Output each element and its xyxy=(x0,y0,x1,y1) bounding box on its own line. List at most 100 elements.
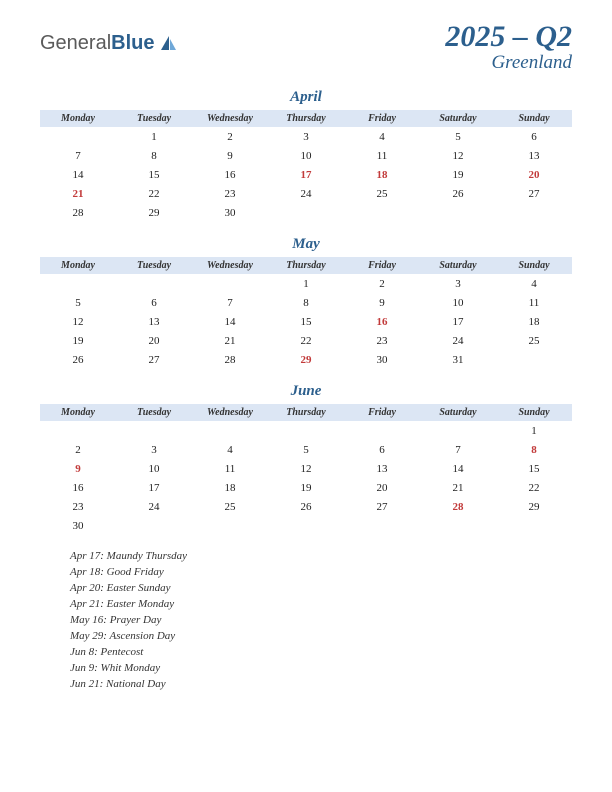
calendar-row: 12131415161718 xyxy=(40,312,572,331)
holiday-entry: Apr 20: Easter Sunday xyxy=(70,581,572,597)
calendar-cell: 14 xyxy=(420,459,496,478)
calendar-cell: 20 xyxy=(496,165,572,184)
calendar-cell: 23 xyxy=(40,497,116,516)
calendar-cell: 9 xyxy=(192,146,268,165)
holiday-entry: Apr 18: Good Friday xyxy=(70,565,572,581)
calendar-cell: 19 xyxy=(40,331,116,350)
logo-text-general: General xyxy=(40,32,111,54)
day-header: Monday xyxy=(40,110,116,127)
calendar-cell: 4 xyxy=(192,440,268,459)
calendar-row: 123456 xyxy=(40,127,572,146)
calendar-cell: 25 xyxy=(344,184,420,203)
day-header: Tuesday xyxy=(116,110,192,127)
calendar-row: 567891011 xyxy=(40,293,572,312)
calendar-cell: 11 xyxy=(344,146,420,165)
calendar-cell: 1 xyxy=(268,274,344,293)
calendar-cell: 3 xyxy=(420,274,496,293)
calendar-cell: 27 xyxy=(344,497,420,516)
calendar-row: 21222324252627 xyxy=(40,184,572,203)
calendar-table: MondayTuesdayWednesdayThursdayFridaySatu… xyxy=(40,404,572,535)
calendar-row: 282930 xyxy=(40,203,572,222)
calendar-cell xyxy=(40,421,116,440)
calendar-cell: 29 xyxy=(116,203,192,222)
calendar-cell: 2 xyxy=(344,274,420,293)
day-header: Friday xyxy=(344,404,420,421)
calendar-cell: 21 xyxy=(192,331,268,350)
calendar-cell: 13 xyxy=(116,312,192,331)
calendar-cell: 24 xyxy=(116,497,192,516)
calendar-cell: 18 xyxy=(192,478,268,497)
calendar-cell: 24 xyxy=(420,331,496,350)
calendar-cell: 24 xyxy=(268,184,344,203)
month-name: May xyxy=(40,236,572,253)
calendar-row: 9101112131415 xyxy=(40,459,572,478)
calendar-cell: 22 xyxy=(496,478,572,497)
day-header: Sunday xyxy=(496,110,572,127)
calendar-cell: 28 xyxy=(192,350,268,369)
calendar-cell xyxy=(420,203,496,222)
calendar-cell: 21 xyxy=(40,184,116,203)
holiday-entry: May 16: Prayer Day xyxy=(70,613,572,629)
calendar-cell: 16 xyxy=(192,165,268,184)
calendar-cell xyxy=(344,203,420,222)
calendar-cell: 27 xyxy=(116,350,192,369)
calendar-row: 23242526272829 xyxy=(40,497,572,516)
calendar-cell: 17 xyxy=(420,312,496,331)
month-block: JuneMondayTuesdayWednesdayThursdayFriday… xyxy=(40,383,572,535)
logo-sail-icon xyxy=(159,34,177,57)
calendar-cell: 6 xyxy=(344,440,420,459)
calendar-cell: 12 xyxy=(420,146,496,165)
calendar-cell xyxy=(116,421,192,440)
calendar-row: 19202122232425 xyxy=(40,331,572,350)
calendar-cell: 31 xyxy=(420,350,496,369)
calendar-cell: 6 xyxy=(496,127,572,146)
calendar-cell: 17 xyxy=(268,165,344,184)
calendar-cell: 12 xyxy=(40,312,116,331)
calendar-cell: 27 xyxy=(496,184,572,203)
calendar-cell: 6 xyxy=(116,293,192,312)
calendar-row: 16171819202122 xyxy=(40,478,572,497)
calendar-cell xyxy=(496,516,572,535)
calendar-cell: 13 xyxy=(344,459,420,478)
day-header: Sunday xyxy=(496,257,572,274)
calendar-cell: 15 xyxy=(116,165,192,184)
calendar-cell xyxy=(116,516,192,535)
calendar-cell: 26 xyxy=(40,350,116,369)
calendar-cell: 25 xyxy=(496,331,572,350)
logo: GeneralBlue xyxy=(40,32,177,57)
calendar-cell: 28 xyxy=(40,203,116,222)
logo-text-blue: Blue xyxy=(111,32,154,54)
header: GeneralBlue 2025 – Q2 Greenland xyxy=(40,20,572,74)
calendar-cell xyxy=(192,421,268,440)
calendar-cell xyxy=(268,203,344,222)
calendar-cell: 10 xyxy=(116,459,192,478)
calendar-cell: 4 xyxy=(496,274,572,293)
day-header: Saturday xyxy=(420,257,496,274)
holidays-list: Apr 17: Maundy ThursdayApr 18: Good Frid… xyxy=(40,549,572,692)
calendar-row: 2345678 xyxy=(40,440,572,459)
calendar-cell: 20 xyxy=(344,478,420,497)
month-block: AprilMondayTuesdayWednesdayThursdayFrida… xyxy=(40,89,572,222)
calendar-cell xyxy=(420,421,496,440)
calendar-cell: 23 xyxy=(192,184,268,203)
page-title: 2025 – Q2 xyxy=(445,20,572,54)
calendar-cell xyxy=(192,516,268,535)
calendar-cell: 28 xyxy=(420,497,496,516)
calendar-cell: 7 xyxy=(40,146,116,165)
calendar-cell: 29 xyxy=(496,497,572,516)
calendar-cell: 10 xyxy=(420,293,496,312)
page-subtitle: Greenland xyxy=(445,52,572,74)
day-header: Wednesday xyxy=(192,404,268,421)
calendar-cell: 12 xyxy=(268,459,344,478)
calendar-cell: 11 xyxy=(192,459,268,478)
calendar-cell: 5 xyxy=(268,440,344,459)
calendar-cell: 15 xyxy=(496,459,572,478)
holiday-entry: Jun 21: National Day xyxy=(70,677,572,693)
calendar-cell xyxy=(268,516,344,535)
calendar-cell: 9 xyxy=(344,293,420,312)
day-header: Thursday xyxy=(268,110,344,127)
calendar-cell: 26 xyxy=(420,184,496,203)
calendar-cell: 8 xyxy=(116,146,192,165)
calendar-cell: 14 xyxy=(192,312,268,331)
calendar-cell xyxy=(420,516,496,535)
